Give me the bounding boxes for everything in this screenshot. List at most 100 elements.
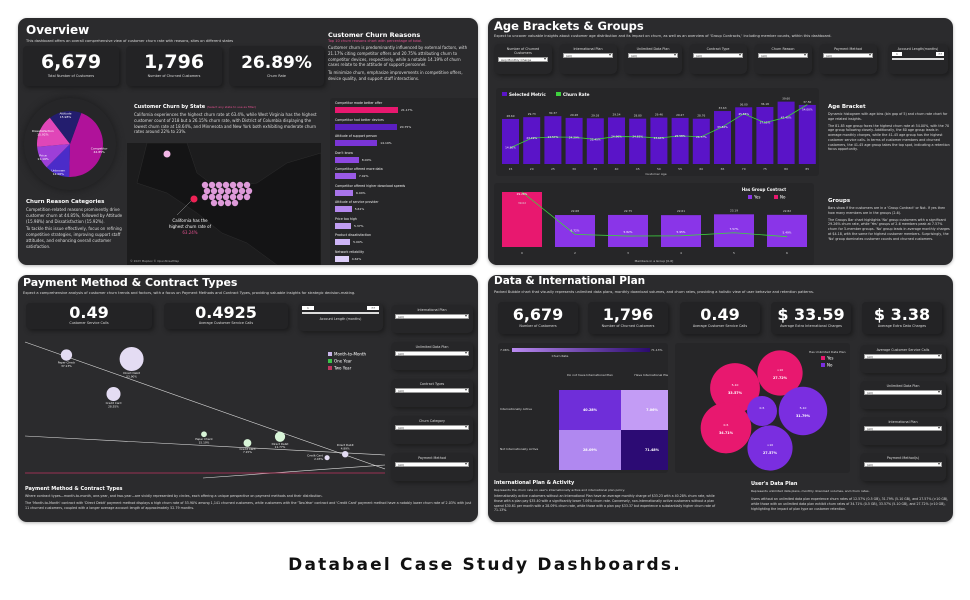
group-bar[interactable] <box>502 192 542 247</box>
pie-slice[interactable] <box>69 113 104 177</box>
reason-bar[interactable] <box>335 239 351 245</box>
slider-max[interactable]: 77 <box>936 52 944 56</box>
reason-bar[interactable] <box>335 140 378 146</box>
heatmap-cell[interactable] <box>559 390 621 430</box>
data-plan-bubble[interactable] <box>700 402 752 454</box>
filter-contract-types[interactable]: Contract Types (All) <box>391 379 473 407</box>
slider-min[interactable]: 1 <box>892 52 902 56</box>
filter-select[interactable]: (All) <box>864 462 942 467</box>
filter-select[interactable]: (All) <box>395 462 469 467</box>
data-plan-bubble[interactable] <box>747 425 793 471</box>
pie-slice[interactable] <box>37 117 70 147</box>
filter-unlimited-data-plan[interactable]: Unlimited Data Plan (All) <box>391 342 473 370</box>
filter-unlimited-data-plan[interactable]: Unlimited Data Plan (All) <box>624 44 682 74</box>
filter-average-customer-service-calls[interactable]: Average Customer Service Calls (All) <box>860 345 946 373</box>
slider-track[interactable] <box>302 312 379 314</box>
filter-select[interactable]: (All) <box>395 351 469 356</box>
filter-unlimited-data-plan[interactable]: Unlimited Data Plan (All) <box>860 381 946 409</box>
scatter-point[interactable] <box>341 451 349 458</box>
filter-international-plan[interactable]: International Plan (All) <box>391 305 473 333</box>
age-bar[interactable] <box>629 118 647 164</box>
state-dot[interactable] <box>243 181 251 189</box>
scatter-point[interactable] <box>274 431 286 442</box>
filter-select[interactable]: Avg Monthly Charge <box>498 57 548 62</box>
scatter-point[interactable] <box>201 431 207 438</box>
slider-min[interactable]: 1 <box>302 306 314 310</box>
filter-payment-method[interactable]: Payment Method (All) <box>819 44 877 74</box>
state-dot[interactable] <box>236 181 244 189</box>
state-dot[interactable] <box>236 193 244 201</box>
age-bar[interactable] <box>544 116 562 164</box>
age-bar[interactable] <box>523 117 541 164</box>
state-dot[interactable] <box>163 150 171 158</box>
reason-bar[interactable] <box>335 206 352 212</box>
age-bar[interactable] <box>586 118 604 164</box>
group-bar[interactable] <box>714 214 754 247</box>
scatter-point[interactable] <box>243 439 252 447</box>
filter-select[interactable]: (All) <box>395 388 469 393</box>
state-dot[interactable] <box>224 199 232 207</box>
account-length-slider[interactable]: 1 77 Account Length (months) <box>298 303 383 331</box>
reason-bar[interactable] <box>335 173 356 179</box>
filter-select[interactable]: (All) <box>823 53 873 58</box>
filter-select[interactable]: (All) <box>693 53 743 58</box>
group-bar[interactable] <box>767 214 807 247</box>
state-dot[interactable] <box>215 193 223 201</box>
pie-slice[interactable] <box>37 144 70 168</box>
reason-bar[interactable] <box>335 156 359 163</box>
filter-select[interactable]: (All) <box>864 354 942 359</box>
group-bar[interactable] <box>661 215 701 247</box>
state-dot[interactable] <box>210 187 218 195</box>
filter-select[interactable]: (All) <box>628 53 678 58</box>
state-dot[interactable] <box>229 181 237 189</box>
state-dot[interactable] <box>229 193 237 201</box>
reason-bar[interactable] <box>335 222 351 229</box>
filter-international-plan[interactable]: International Plan (All) <box>559 44 617 74</box>
heatmap-cell[interactable] <box>559 430 621 470</box>
state-dot[interactable] <box>215 181 223 189</box>
state-dot[interactable] <box>231 187 239 195</box>
filter-select[interactable]: (All) <box>563 53 613 58</box>
state-dot[interactable] <box>217 199 225 207</box>
filter-select[interactable]: (All) <box>395 425 469 430</box>
scatter-point[interactable] <box>324 455 330 461</box>
filter-select[interactable]: (All) <box>864 426 942 431</box>
state-dot[interactable] <box>217 187 225 195</box>
state-dot[interactable] <box>208 181 216 189</box>
filter-select[interactable]: (All) <box>864 390 942 395</box>
data-plan-bubble[interactable] <box>757 350 803 396</box>
account-length-slider[interactable]: Account Length(months) 1 77 <box>888 44 948 74</box>
data-plan-bubble[interactable] <box>710 363 760 413</box>
age-bar[interactable] <box>565 117 583 164</box>
state-dot[interactable] <box>203 187 211 195</box>
age-bar[interactable] <box>798 104 816 164</box>
data-plan-bubble[interactable] <box>778 386 828 436</box>
scatter-point[interactable] <box>119 347 144 371</box>
reason-bar[interactable] <box>335 123 397 130</box>
state-dot[interactable] <box>231 199 239 207</box>
pie-slice[interactable] <box>49 111 82 144</box>
state-dot[interactable] <box>243 193 251 201</box>
age-bar[interactable] <box>671 117 689 164</box>
age-bar[interactable] <box>777 101 795 164</box>
age-bar[interactable] <box>735 107 753 164</box>
state-dot[interactable] <box>201 181 209 189</box>
filter-select[interactable]: (All) <box>395 314 469 319</box>
state-dot[interactable] <box>222 193 230 201</box>
filter-number-of-churned-customers[interactable]: Number of Churned Customers Avg Monthly C… <box>494 44 552 74</box>
state-dot[interactable] <box>208 193 216 201</box>
filter-select[interactable]: (All) <box>758 53 808 58</box>
state-dot[interactable] <box>201 193 209 201</box>
reason-bar[interactable] <box>335 255 349 262</box>
filter-churn-category[interactable]: Churn Category (All) <box>391 416 473 444</box>
age-bar[interactable] <box>756 107 774 164</box>
churn-by-state-map[interactable]: California has the highest churn rate of… <box>127 142 322 265</box>
slider-track[interactable] <box>892 58 944 60</box>
filter-payment-method-s[interactable]: Payment Method(s) (All) <box>860 453 946 481</box>
filter-international-plan[interactable]: International Plan (All) <box>860 417 946 445</box>
state-dot[interactable] <box>245 187 253 195</box>
heatmap-cell[interactable] <box>621 390 683 430</box>
filter-contract-type[interactable]: Contract Type (All) <box>689 44 747 74</box>
age-bar[interactable] <box>608 117 625 164</box>
state-dot[interactable] <box>210 199 218 207</box>
